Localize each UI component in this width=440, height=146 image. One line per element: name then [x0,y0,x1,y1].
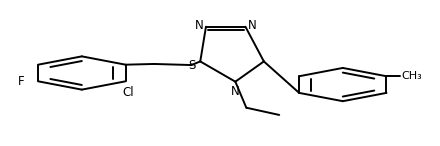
Text: S: S [188,59,195,72]
Text: N: N [195,19,204,32]
Text: Cl: Cl [122,86,133,99]
Text: N: N [248,19,257,32]
Text: N: N [231,85,240,98]
Text: CH₃: CH₃ [402,71,422,81]
Text: F: F [18,75,25,88]
